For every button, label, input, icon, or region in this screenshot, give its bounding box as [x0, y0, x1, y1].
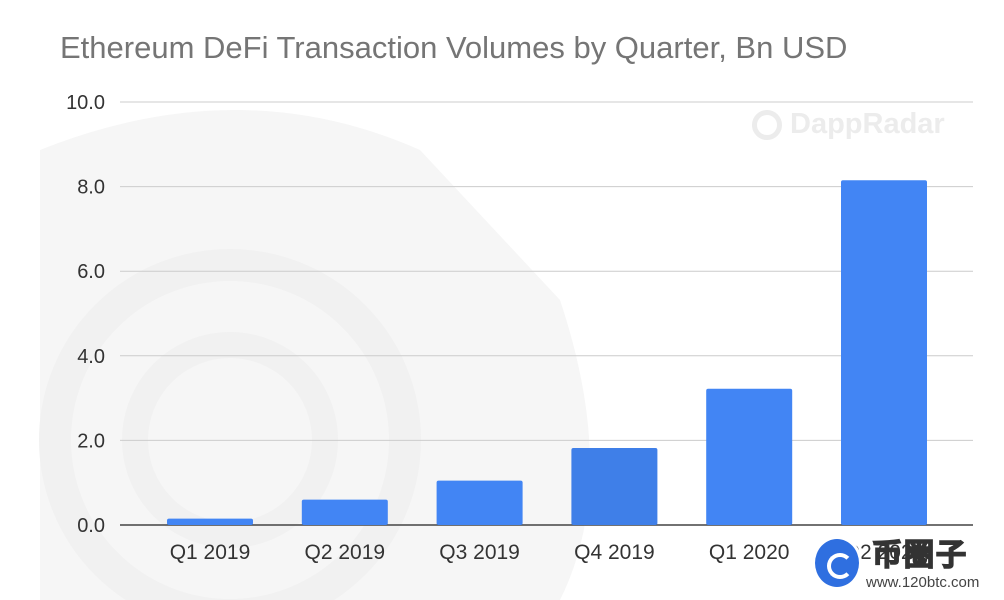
x-tick-label: Q2 2019 [305, 541, 386, 564]
dappradar-watermark-text: DappRadar [790, 108, 945, 140]
dappradar-watermark: DappRadar [752, 108, 945, 141]
chart-title: Ethereum DeFi Transaction Volumes by Qua… [60, 30, 848, 65]
bars [167, 180, 927, 525]
y-tick-label: 10.0 [66, 92, 105, 114]
bar [167, 518, 253, 525]
bar [301, 499, 388, 525]
corner-watermark: 币圈子 www.120btc.com [808, 530, 1002, 598]
y-axis-ticks: 0.0 2.0 4.0 6.0 8.0 10.0 [66, 92, 105, 537]
x-tick-label: Q3 2019 [439, 541, 520, 564]
dappradar-logo-icon [752, 109, 782, 140]
x-tick-label: Q2 2020 [844, 541, 925, 564]
corner-watermark-site: www.120btc.com [866, 574, 980, 591]
y-tick-label: 8.0 [77, 177, 105, 199]
bar [436, 480, 523, 525]
y-tick-label: 6.0 [77, 261, 105, 283]
y-tick-label: 2.0 [77, 430, 105, 452]
bar [841, 180, 927, 525]
x-tick-label: Q4 2019 [574, 541, 655, 564]
x-axis-ticks: Q1 2019 Q2 2019 Q3 2019 Q4 2019 Q1 2020 Q2 20… [170, 541, 925, 564]
y-tick-label: 0.0 [77, 515, 105, 537]
x-tick-label: Q1 2020 [709, 541, 790, 564]
gridlines [120, 101, 973, 526]
bitcoin-badge-icon [812, 536, 862, 590]
x-tick-label: Q1 2019 [170, 541, 251, 564]
bar [706, 388, 793, 525]
bar [571, 448, 658, 525]
corner-watermark-brand: 币圈子 [871, 538, 968, 573]
y-tick-label: 4.0 [77, 346, 105, 368]
